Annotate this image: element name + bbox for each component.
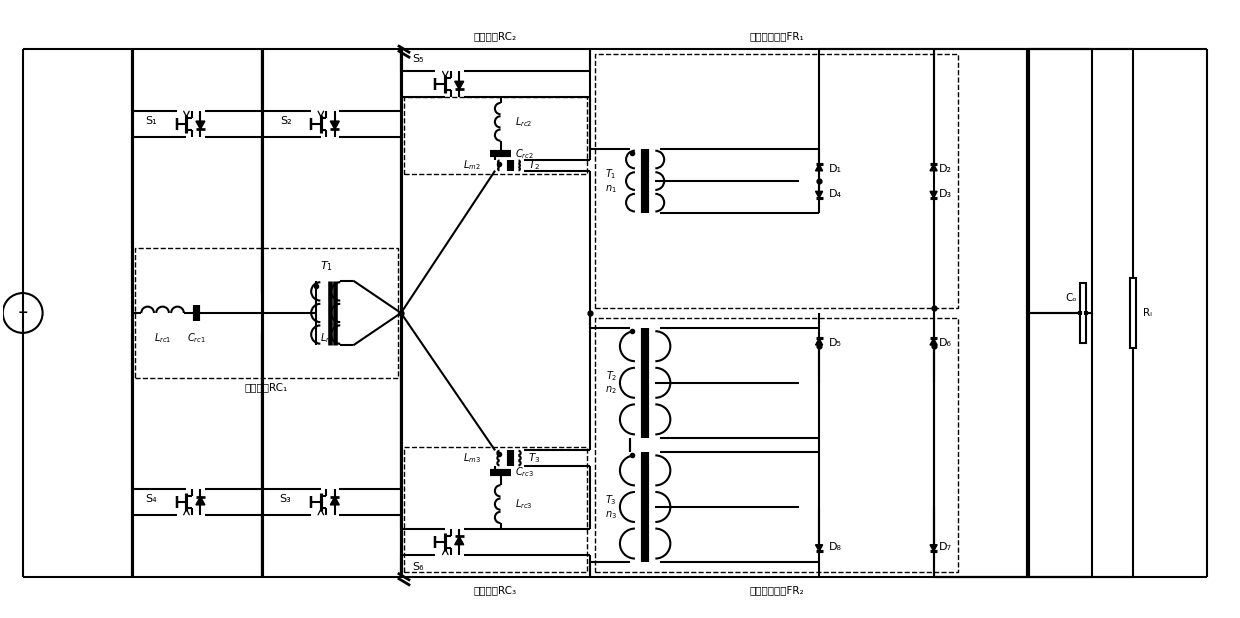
- Text: $T_1$: $T_1$: [320, 259, 332, 273]
- Bar: [1080, 283, 1086, 343]
- Text: 主谐振腔RC₁: 主谐振腔RC₁: [246, 383, 288, 392]
- Text: 副边整流电路FR₂: 副边整流电路FR₂: [749, 585, 804, 595]
- Text: S₂: S₂: [280, 116, 291, 126]
- Polygon shape: [930, 339, 937, 345]
- Polygon shape: [455, 536, 464, 544]
- Text: 从谐振腔RC₂: 从谐振腔RC₂: [474, 32, 517, 41]
- Text: S₄: S₄: [145, 494, 157, 504]
- Text: 副边整流电路FR₁: 副边整流电路FR₁: [749, 32, 805, 41]
- Text: S₁: S₁: [145, 116, 157, 126]
- Text: $L_{rc1}$: $L_{rc1}$: [154, 331, 171, 345]
- Text: Rₗ: Rₗ: [1142, 308, 1152, 318]
- Polygon shape: [330, 121, 340, 129]
- Text: $L_{m2}$: $L_{m2}$: [463, 158, 481, 172]
- Text: $T_3$: $T_3$: [528, 451, 541, 465]
- Polygon shape: [196, 497, 205, 505]
- Bar: [595, 318, 959, 572]
- Text: $L_{m3}$: $L_{m3}$: [463, 451, 481, 465]
- Polygon shape: [816, 192, 822, 198]
- Polygon shape: [455, 82, 464, 90]
- Text: $T_2$: $T_2$: [528, 158, 541, 172]
- Polygon shape: [930, 192, 937, 198]
- Text: 从谐振腔RC₃: 从谐振腔RC₃: [474, 585, 517, 595]
- Bar: [404, 447, 588, 572]
- Text: D₄: D₄: [830, 188, 842, 198]
- Bar: [135, 248, 398, 378]
- Text: S₅: S₅: [413, 54, 424, 64]
- Text: $L_{rc3}$: $L_{rc3}$: [516, 497, 533, 511]
- Text: D₇: D₇: [939, 542, 951, 552]
- Polygon shape: [930, 164, 937, 171]
- Text: $C_{rc1}$: $C_{rc1}$: [187, 331, 206, 345]
- Text: $T_2$
$n_2$: $T_2$ $n_2$: [605, 369, 618, 396]
- Text: $C_{rc3}$: $C_{rc3}$: [516, 465, 534, 479]
- Bar: [595, 54, 959, 308]
- Polygon shape: [196, 121, 205, 129]
- Polygon shape: [816, 164, 822, 171]
- Text: $T_3$
$n_3$: $T_3$ $n_3$: [605, 493, 618, 520]
- Polygon shape: [330, 497, 340, 505]
- Bar: [404, 97, 588, 174]
- Text: $T_1$
$n_1$: $T_1$ $n_1$: [605, 167, 618, 195]
- Text: D₅: D₅: [830, 338, 842, 348]
- Text: D₈: D₈: [830, 542, 842, 552]
- Text: S₆: S₆: [413, 562, 424, 572]
- Text: $C_{rc2}$: $C_{rc2}$: [516, 147, 534, 161]
- Text: D₆: D₆: [939, 338, 951, 348]
- Bar: [1130, 278, 1136, 348]
- Text: D₂: D₂: [939, 164, 951, 174]
- Text: D₃: D₃: [939, 188, 951, 198]
- Text: $L_{rc2}$: $L_{rc2}$: [516, 115, 533, 129]
- Text: Cₒ: Cₒ: [1065, 293, 1076, 303]
- Text: S₃: S₃: [280, 494, 291, 504]
- Text: D₁: D₁: [830, 164, 842, 174]
- Polygon shape: [816, 544, 822, 551]
- Text: $L_{m1}$: $L_{m1}$: [320, 331, 337, 345]
- Text: +: +: [17, 307, 29, 320]
- Polygon shape: [816, 339, 822, 345]
- Polygon shape: [930, 544, 937, 551]
